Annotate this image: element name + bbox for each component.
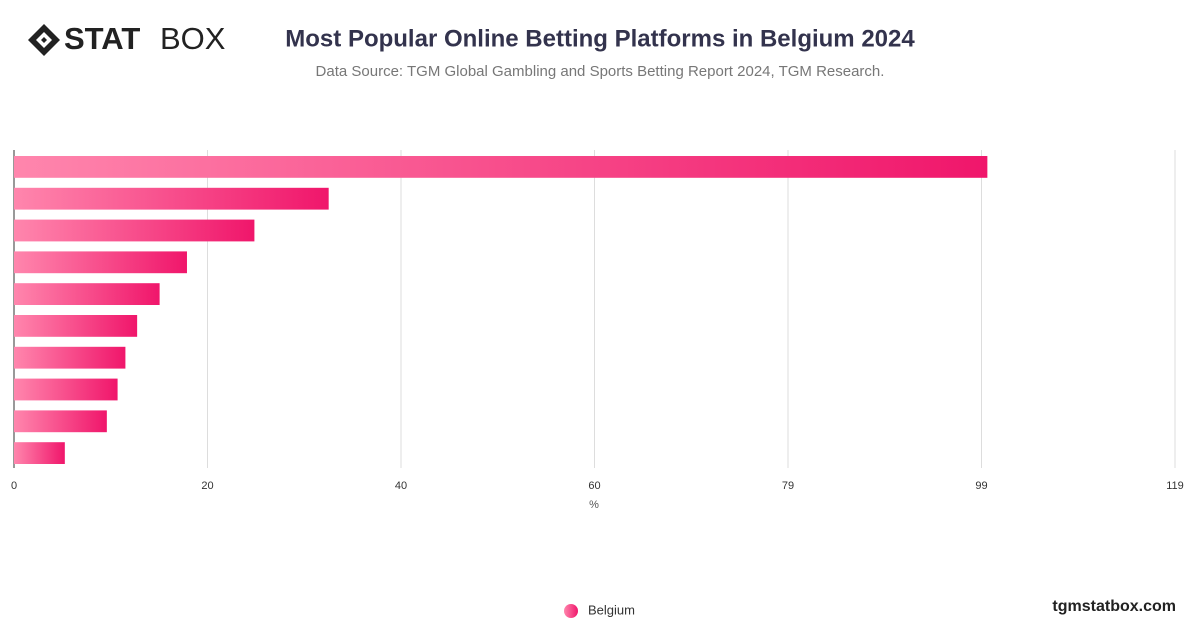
x-tick-label: 119	[1166, 480, 1184, 492]
logo-light: BOX	[160, 21, 226, 56]
bar	[14, 219, 255, 242]
footer: tgmstatbox.com	[1052, 598, 1176, 615]
bar	[14, 378, 118, 401]
legend-swatch	[564, 604, 578, 618]
bar	[14, 315, 138, 337]
chart-title: Most Popular Online Betting Platforms in…	[285, 25, 915, 52]
x-tick-label: 60	[588, 480, 600, 492]
bar	[14, 410, 107, 433]
bar	[14, 251, 187, 274]
chart-subtitle: Data Source: TGM Global Gambling and Spo…	[316, 63, 885, 80]
logo-bold: STAT	[64, 21, 140, 56]
bar	[14, 346, 126, 369]
x-tick-label: 79	[782, 480, 794, 492]
logo-icon	[28, 24, 60, 56]
x-tick-label: 99	[975, 480, 987, 492]
logo: STAT BOX	[28, 21, 226, 56]
x-tick-label: 20	[201, 480, 213, 492]
bar	[14, 283, 160, 305]
bar	[14, 187, 329, 210]
x-tick-label: 40	[395, 480, 407, 492]
x-axis-label: %	[589, 499, 599, 511]
x-tick-label: 0	[11, 480, 17, 492]
bar	[14, 156, 988, 178]
bar	[14, 442, 65, 464]
legend-label: Belgium	[588, 602, 635, 617]
